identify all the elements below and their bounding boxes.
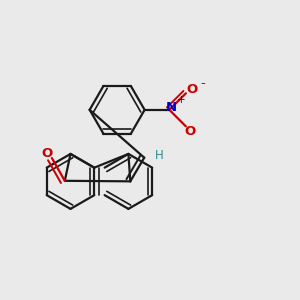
Text: -: - xyxy=(200,77,205,90)
Text: O: O xyxy=(186,83,197,96)
Text: N: N xyxy=(166,101,177,114)
Text: +: + xyxy=(177,95,185,105)
Text: H: H xyxy=(154,149,163,162)
Text: O: O xyxy=(184,125,195,138)
Text: O: O xyxy=(41,147,52,160)
